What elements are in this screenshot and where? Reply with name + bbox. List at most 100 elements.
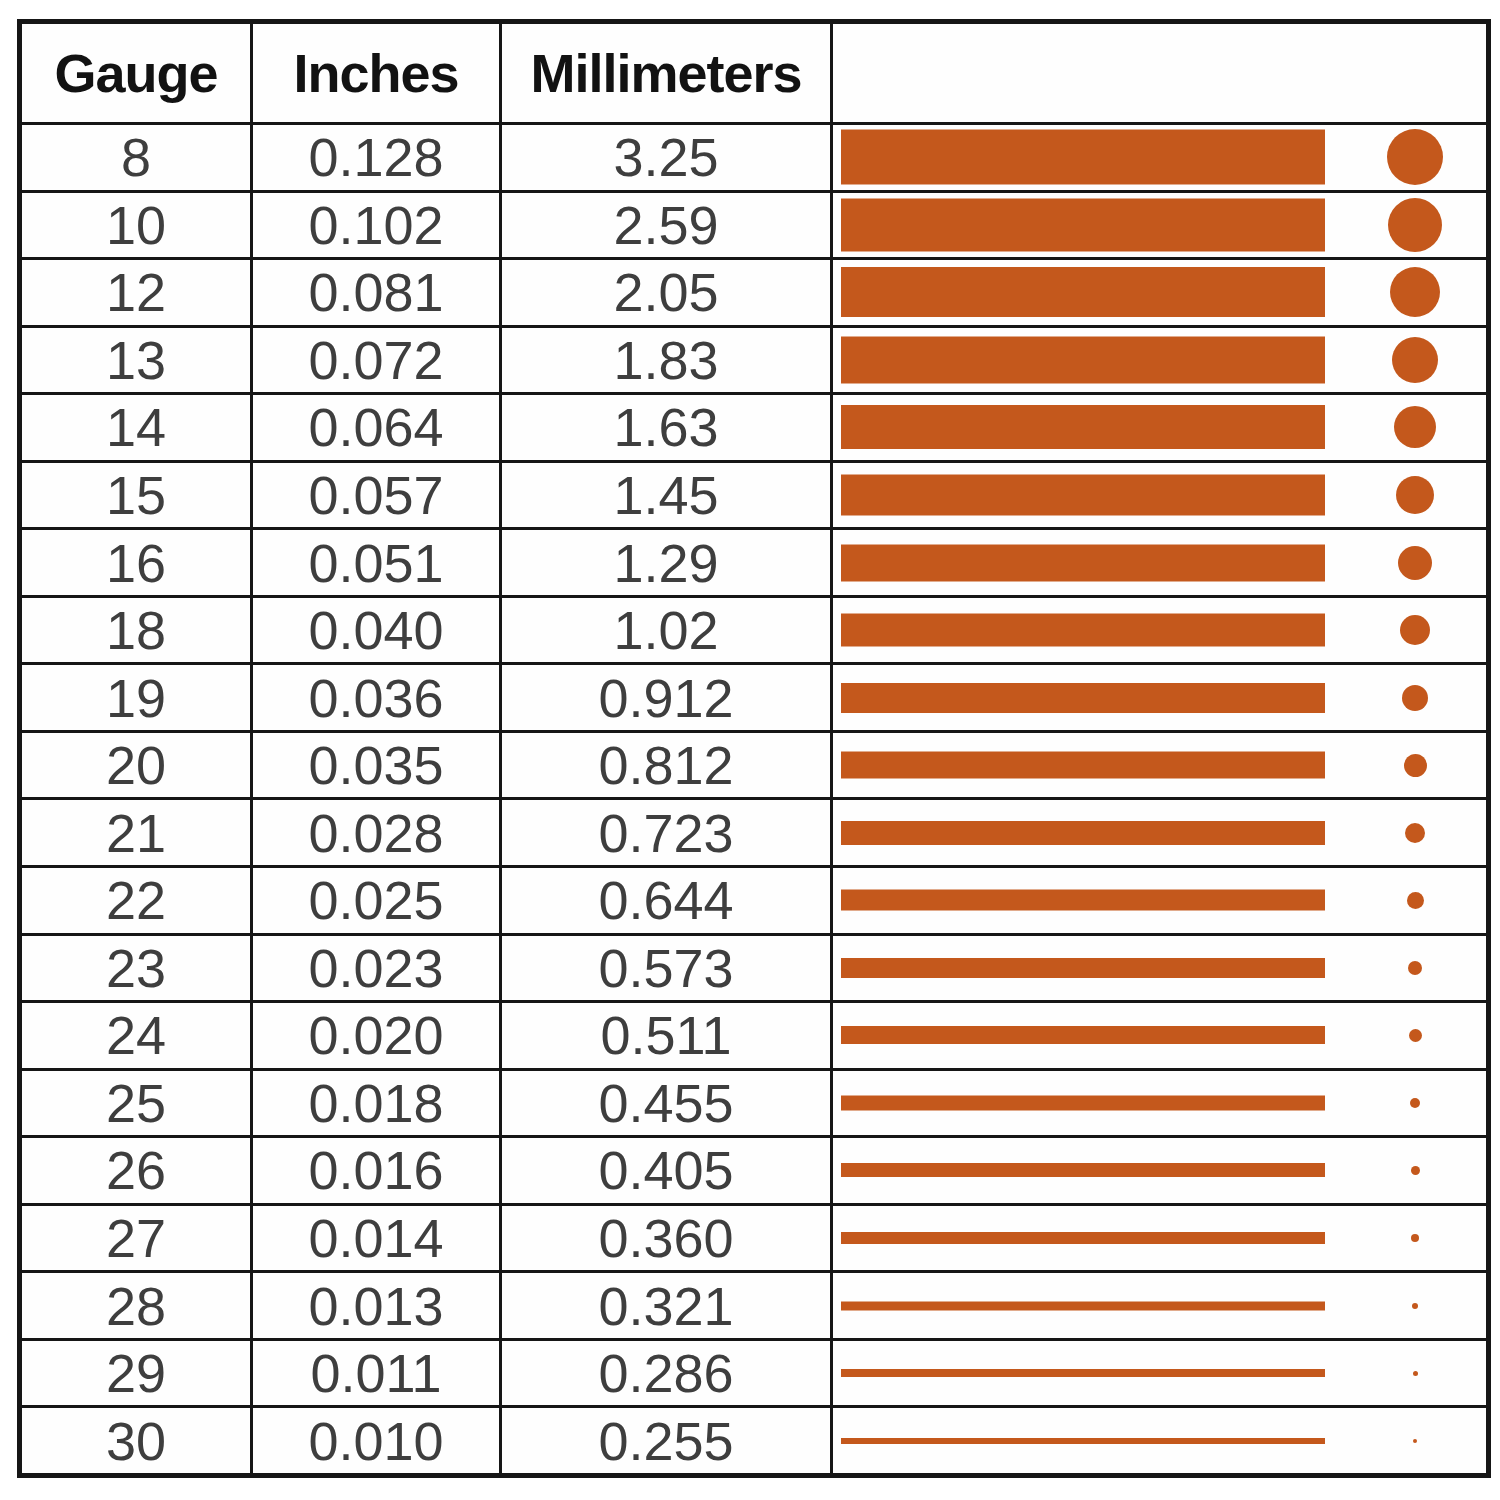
wire-cross-section-dot	[1400, 615, 1430, 645]
table-row: 29 0.011 0.286	[22, 1338, 1486, 1406]
wire-thickness-bar	[841, 1301, 1325, 1310]
visual-cell	[833, 665, 1486, 730]
visual-cell	[833, 1206, 1486, 1271]
table-row: 10 0.102 2.59	[22, 190, 1486, 258]
wire-dot-slot	[1385, 1003, 1445, 1068]
wire-cross-section-dot	[1405, 823, 1425, 843]
visual-cell	[833, 598, 1486, 663]
gauge-cell: 20	[22, 733, 250, 798]
gauge-cell: 28	[22, 1273, 250, 1338]
wire-thickness-bar	[841, 1232, 1325, 1244]
table-row: 8 0.128 3.25	[22, 122, 1486, 190]
table-row: 28 0.013 0.321	[22, 1270, 1486, 1338]
inches-cell: 0.040	[253, 598, 499, 663]
gauge-cell: 24	[22, 1003, 250, 1068]
inches-cell: 0.011	[253, 1341, 499, 1406]
mm-cell: 1.02	[502, 598, 830, 663]
wire-cross-section-dot	[1413, 1439, 1417, 1443]
wire-cross-section-dot	[1409, 1029, 1422, 1042]
wire-cross-section-dot	[1411, 1234, 1419, 1242]
mm-cell: 3.25	[502, 125, 830, 190]
wire-thickness-bar	[841, 752, 1325, 779]
wire-cross-section-dot	[1394, 406, 1436, 448]
wire-cross-section-dot	[1396, 476, 1434, 514]
wire-thickness-bar	[841, 1369, 1325, 1377]
gauge-cell: 12	[22, 260, 250, 325]
mm-cell: 0.912	[502, 665, 830, 730]
table-row: 18 0.040 1.02	[22, 595, 1486, 663]
wire-dot-slot	[1385, 936, 1445, 1001]
inches-cell: 0.023	[253, 936, 499, 1001]
mm-cell: 2.59	[502, 193, 830, 258]
mm-cell: 1.63	[502, 395, 830, 460]
table-row: 21 0.028 0.723	[22, 797, 1486, 865]
wire-thickness-bar	[841, 198, 1325, 251]
mm-cell: 0.511	[502, 1003, 830, 1068]
mm-cell: 0.573	[502, 936, 830, 1001]
table-row: 22 0.025 0.644	[22, 865, 1486, 933]
wire-cross-section-dot	[1388, 198, 1442, 252]
wire-cross-section-dot	[1413, 1371, 1418, 1376]
wire-thickness-bar	[841, 130, 1325, 185]
gauge-cell: 29	[22, 1341, 250, 1406]
wire-dot-slot	[1385, 1273, 1445, 1338]
inches-cell: 0.036	[253, 665, 499, 730]
gauge-cell: 23	[22, 936, 250, 1001]
wire-dot-slot	[1385, 125, 1445, 190]
table-row: 14 0.064 1.63	[22, 392, 1486, 460]
inches-cell: 0.014	[253, 1206, 499, 1271]
inches-cell: 0.064	[253, 395, 499, 460]
wire-thickness-bar	[841, 614, 1325, 647]
wire-thickness-bar	[841, 544, 1325, 581]
table-row: 27 0.014 0.360	[22, 1203, 1486, 1271]
visual-cell	[833, 936, 1486, 1001]
table-row: 13 0.072 1.83	[22, 325, 1486, 393]
wire-thickness-bar	[841, 1095, 1325, 1110]
wire-cross-section-dot	[1411, 1166, 1420, 1175]
mm-cell: 0.286	[502, 1341, 830, 1406]
table-row: 20 0.035 0.812	[22, 730, 1486, 798]
wire-thickness-bar	[841, 683, 1325, 713]
wire-dot-slot	[1385, 598, 1445, 663]
mm-cell: 1.29	[502, 530, 830, 595]
header-gauge: Gauge	[22, 24, 250, 122]
wire-dot-slot	[1385, 868, 1445, 933]
table-row: 16 0.051 1.29	[22, 527, 1486, 595]
inches-cell: 0.051	[253, 530, 499, 595]
gauge-cell: 25	[22, 1071, 250, 1136]
wire-dot-slot	[1385, 1138, 1445, 1203]
gauge-cell: 13	[22, 328, 250, 393]
mm-cell: 0.644	[502, 868, 830, 933]
gauge-cell: 22	[22, 868, 250, 933]
wire-thickness-bar	[841, 475, 1325, 516]
wire-dot-slot	[1385, 665, 1445, 730]
table-row: 26 0.016 0.405	[22, 1135, 1486, 1203]
visual-cell	[833, 1408, 1486, 1473]
mm-cell: 2.05	[502, 260, 830, 325]
visual-cell	[833, 328, 1486, 393]
gauge-cell: 21	[22, 800, 250, 865]
wire-dot-slot	[1385, 193, 1445, 258]
wire-thickness-bar	[841, 405, 1325, 449]
visual-cell	[833, 800, 1486, 865]
wire-dot-slot	[1385, 328, 1445, 393]
visual-cell	[833, 868, 1486, 933]
visual-cell	[833, 1138, 1486, 1203]
inches-cell: 0.128	[253, 125, 499, 190]
wire-dot-slot	[1385, 800, 1445, 865]
table-row: 15 0.057 1.45	[22, 460, 1486, 528]
gauge-cell: 18	[22, 598, 250, 663]
gauge-cell: 19	[22, 665, 250, 730]
visual-cell	[833, 1003, 1486, 1068]
gauge-cell: 10	[22, 193, 250, 258]
inches-cell: 0.072	[253, 328, 499, 393]
mm-cell: 0.360	[502, 1206, 830, 1271]
inches-cell: 0.057	[253, 463, 499, 528]
gauge-cell: 8	[22, 125, 250, 190]
mm-cell: 1.45	[502, 463, 830, 528]
gauge-cell: 14	[22, 395, 250, 460]
wire-cross-section-dot	[1402, 685, 1428, 711]
wire-cross-section-dot	[1390, 267, 1440, 317]
header-inches: Inches	[253, 24, 499, 122]
wire-dot-slot	[1385, 530, 1445, 595]
